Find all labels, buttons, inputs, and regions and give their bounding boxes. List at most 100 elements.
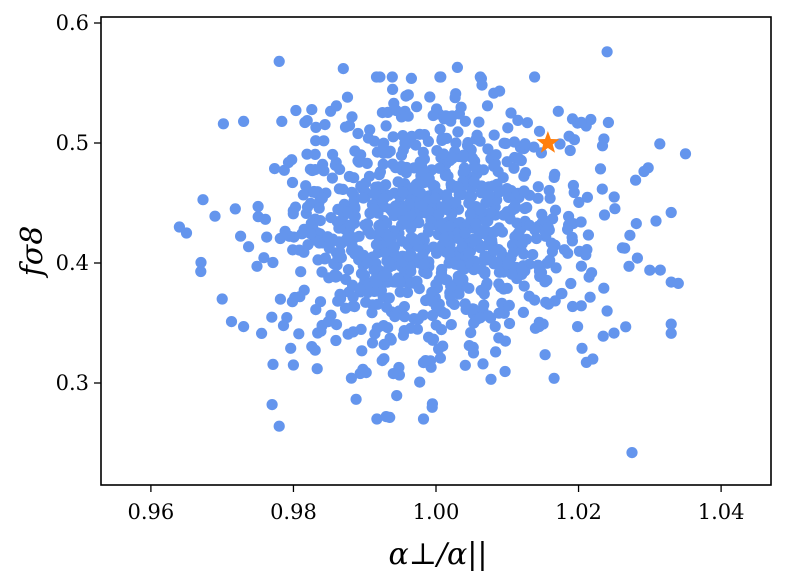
- scatter-point: [626, 447, 638, 459]
- scatter-point: [479, 268, 491, 280]
- y-axis-ticks: 0.3 0.4 0.5 0.6: [56, 11, 101, 395]
- scatter-point: [446, 152, 458, 164]
- scatter-point: [492, 165, 504, 178]
- scatter-point: [405, 222, 417, 234]
- scatter-point: [405, 260, 417, 272]
- scatter-point: [488, 245, 500, 257]
- scatter-point: [398, 325, 410, 337]
- scatter-point: [339, 121, 352, 133]
- scatter-point: [516, 238, 528, 250]
- scatter-point: [481, 100, 494, 112]
- scatter-point: [406, 130, 418, 142]
- scatter-point: [597, 330, 609, 342]
- scatter-point: [598, 282, 610, 294]
- scatter-point: [358, 269, 371, 281]
- scatter-point: [474, 204, 486, 216]
- scatter-point: [395, 149, 408, 161]
- scatter-point: [546, 246, 559, 258]
- scatter-point: [297, 189, 309, 201]
- scatter-point: [365, 228, 377, 240]
- scatter-point: [485, 373, 497, 385]
- scatter-point: [474, 312, 486, 324]
- scatter-point: [377, 142, 389, 154]
- scatter-point: [368, 203, 380, 215]
- scatter-point: [529, 71, 541, 83]
- scatter-point: [319, 252, 331, 264]
- scatter-point: [377, 270, 390, 282]
- scatter-point: [450, 88, 462, 100]
- scatter-point: [243, 241, 255, 253]
- scatter-point: [335, 252, 347, 264]
- scatter-point: [349, 210, 361, 222]
- scatter-point: [401, 286, 414, 299]
- scatter-point: [650, 215, 662, 227]
- scatter-point: [332, 203, 344, 215]
- scatter-point: [496, 226, 508, 238]
- y-tick-label: 0.6: [56, 11, 89, 35]
- scatter-point: [528, 141, 540, 153]
- scatter-point: [459, 227, 471, 239]
- scatter-point: [364, 124, 376, 136]
- scatter-point: [310, 135, 322, 147]
- scatter-point: [545, 237, 558, 249]
- scatter-point: [295, 266, 307, 278]
- scatter-point: [308, 185, 320, 198]
- scatter-point: [459, 298, 471, 310]
- scatter-point: [357, 192, 369, 204]
- scatter-point: [319, 119, 331, 131]
- scatter-point: [444, 290, 456, 302]
- scatter-point: [296, 228, 308, 240]
- scatter-point: [349, 301, 361, 313]
- scatter-point: [631, 252, 644, 264]
- scatter-point: [436, 271, 448, 283]
- scatter-point: [508, 136, 520, 148]
- scatter-point: [638, 165, 650, 178]
- scatter-point: [441, 132, 453, 144]
- scatter-point: [630, 218, 642, 230]
- scatter-point: [489, 320, 501, 333]
- scatter-point: [337, 63, 349, 75]
- scatter-point: [423, 221, 435, 234]
- scatter-point: [511, 229, 523, 241]
- scatter-point: [445, 319, 457, 331]
- scatter-point: [519, 167, 532, 179]
- scatter-point: [413, 217, 425, 229]
- scatter-point: [665, 206, 677, 219]
- scatter-point: [416, 200, 428, 212]
- scatter-point: [564, 144, 576, 157]
- scatter-point: [373, 169, 385, 181]
- scatter-point: [386, 71, 398, 83]
- scatter-point: [417, 413, 430, 425]
- scatter-point: [310, 304, 322, 316]
- scatter-point: [529, 224, 541, 236]
- scatter-point: [548, 372, 560, 384]
- scatter-point: [442, 246, 455, 259]
- scatter-point: [517, 306, 530, 318]
- scatter-point: [309, 148, 321, 160]
- scatter-point: [477, 358, 489, 370]
- scatter-point: [368, 188, 381, 200]
- scatter-point: [519, 138, 531, 150]
- scatter-point: [261, 231, 273, 243]
- scatter-point: [440, 203, 452, 215]
- scatter-point: [568, 186, 580, 199]
- scatter-point: [679, 148, 692, 160]
- scatter-point: [424, 91, 436, 103]
- scatter-point: [426, 398, 438, 410]
- y-tick-label: 0.5: [56, 131, 89, 155]
- scatter-point: [468, 175, 480, 187]
- scatter-point: [443, 220, 456, 232]
- scatter-point: [345, 372, 357, 384]
- scatter-point: [575, 216, 587, 228]
- scatter-point: [229, 203, 241, 215]
- scatter-point: [566, 235, 579, 247]
- scatter-point: [493, 307, 505, 319]
- x-axis-ticks: 0.96 0.98 1.00 1.02 1.04: [128, 485, 744, 524]
- scatter-point: [537, 318, 549, 330]
- scatter-point: [426, 286, 438, 298]
- scatter-point: [587, 353, 599, 365]
- scatter-point: [552, 105, 564, 117]
- scatter-point: [315, 325, 327, 337]
- scatter-point: [377, 158, 389, 170]
- scatter-point: [379, 247, 391, 259]
